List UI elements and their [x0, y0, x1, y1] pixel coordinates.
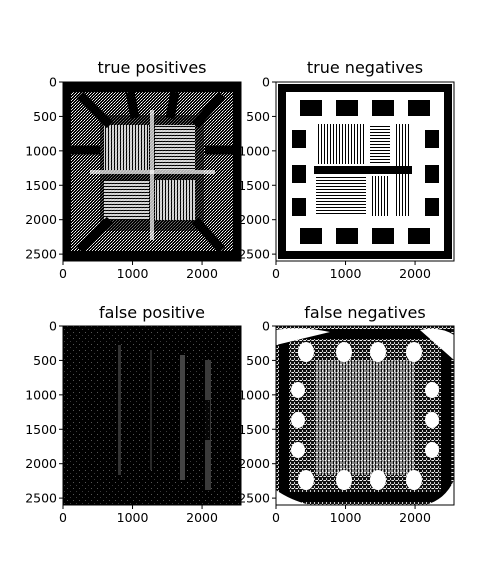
panel-false-positive: false positive	[62, 303, 242, 506]
y-tick-label: 0	[262, 75, 270, 90]
y-tick-label: 2000	[25, 212, 57, 227]
y-tick-label: 2000	[238, 212, 270, 227]
y-tick-label: 1500	[238, 422, 270, 437]
x-tick-label: 1000	[117, 510, 149, 525]
y-tick-label: 1500	[25, 422, 57, 437]
x-tick-label: 0	[272, 510, 280, 525]
y-tick-label: 1000	[238, 143, 270, 158]
x-tick-label: 0	[272, 266, 280, 281]
panel-image	[63, 326, 241, 505]
panel-title: true positives	[97, 58, 206, 77]
y-tick-label: 2500	[25, 491, 57, 506]
x-tick-label: 2000	[399, 510, 431, 525]
panel-image	[276, 82, 454, 261]
x-tick-label: 1000	[330, 266, 362, 281]
y-tick-label: 500	[246, 109, 270, 124]
panel-title: false positive	[99, 303, 205, 322]
y-tick-label: 2000	[25, 456, 57, 471]
y-tick-label: 1500	[238, 178, 270, 193]
y-tick-label: 2000	[238, 456, 270, 471]
x-tick-label: 0	[59, 510, 67, 525]
x-tick-label: 1000	[330, 510, 362, 525]
panel-true-negatives: true negatives	[275, 58, 455, 262]
panel-false-negatives: false negatives	[275, 303, 455, 506]
y-tick-label: 0	[262, 319, 270, 334]
y-tick-label: 1000	[25, 387, 57, 402]
y-tick-label: 1500	[25, 178, 57, 193]
x-tick-label: 0	[59, 266, 67, 281]
y-tick-label: 2500	[25, 247, 57, 262]
y-tick-label: 2500	[238, 247, 270, 262]
panel-image	[63, 82, 241, 261]
panel-title: false negatives	[304, 303, 425, 322]
y-tick-label: 1000	[25, 143, 57, 158]
y-tick-label: 1000	[238, 387, 270, 402]
x-tick-label: 2000	[186, 510, 218, 525]
y-tick-label: 0	[49, 75, 57, 90]
y-tick-label: 0	[49, 319, 57, 334]
panel-true-positives: true positives	[62, 58, 242, 262]
x-tick-label: 1000	[117, 266, 149, 281]
x-tick-label: 2000	[186, 266, 218, 281]
panel-title: true negatives	[307, 58, 423, 77]
y-tick-label: 500	[246, 353, 270, 368]
x-tick-label: 2000	[399, 266, 431, 281]
y-tick-label: 2500	[238, 491, 270, 506]
y-tick-label: 500	[33, 353, 57, 368]
y-tick-label: 500	[33, 109, 57, 124]
panel-image	[276, 326, 454, 505]
